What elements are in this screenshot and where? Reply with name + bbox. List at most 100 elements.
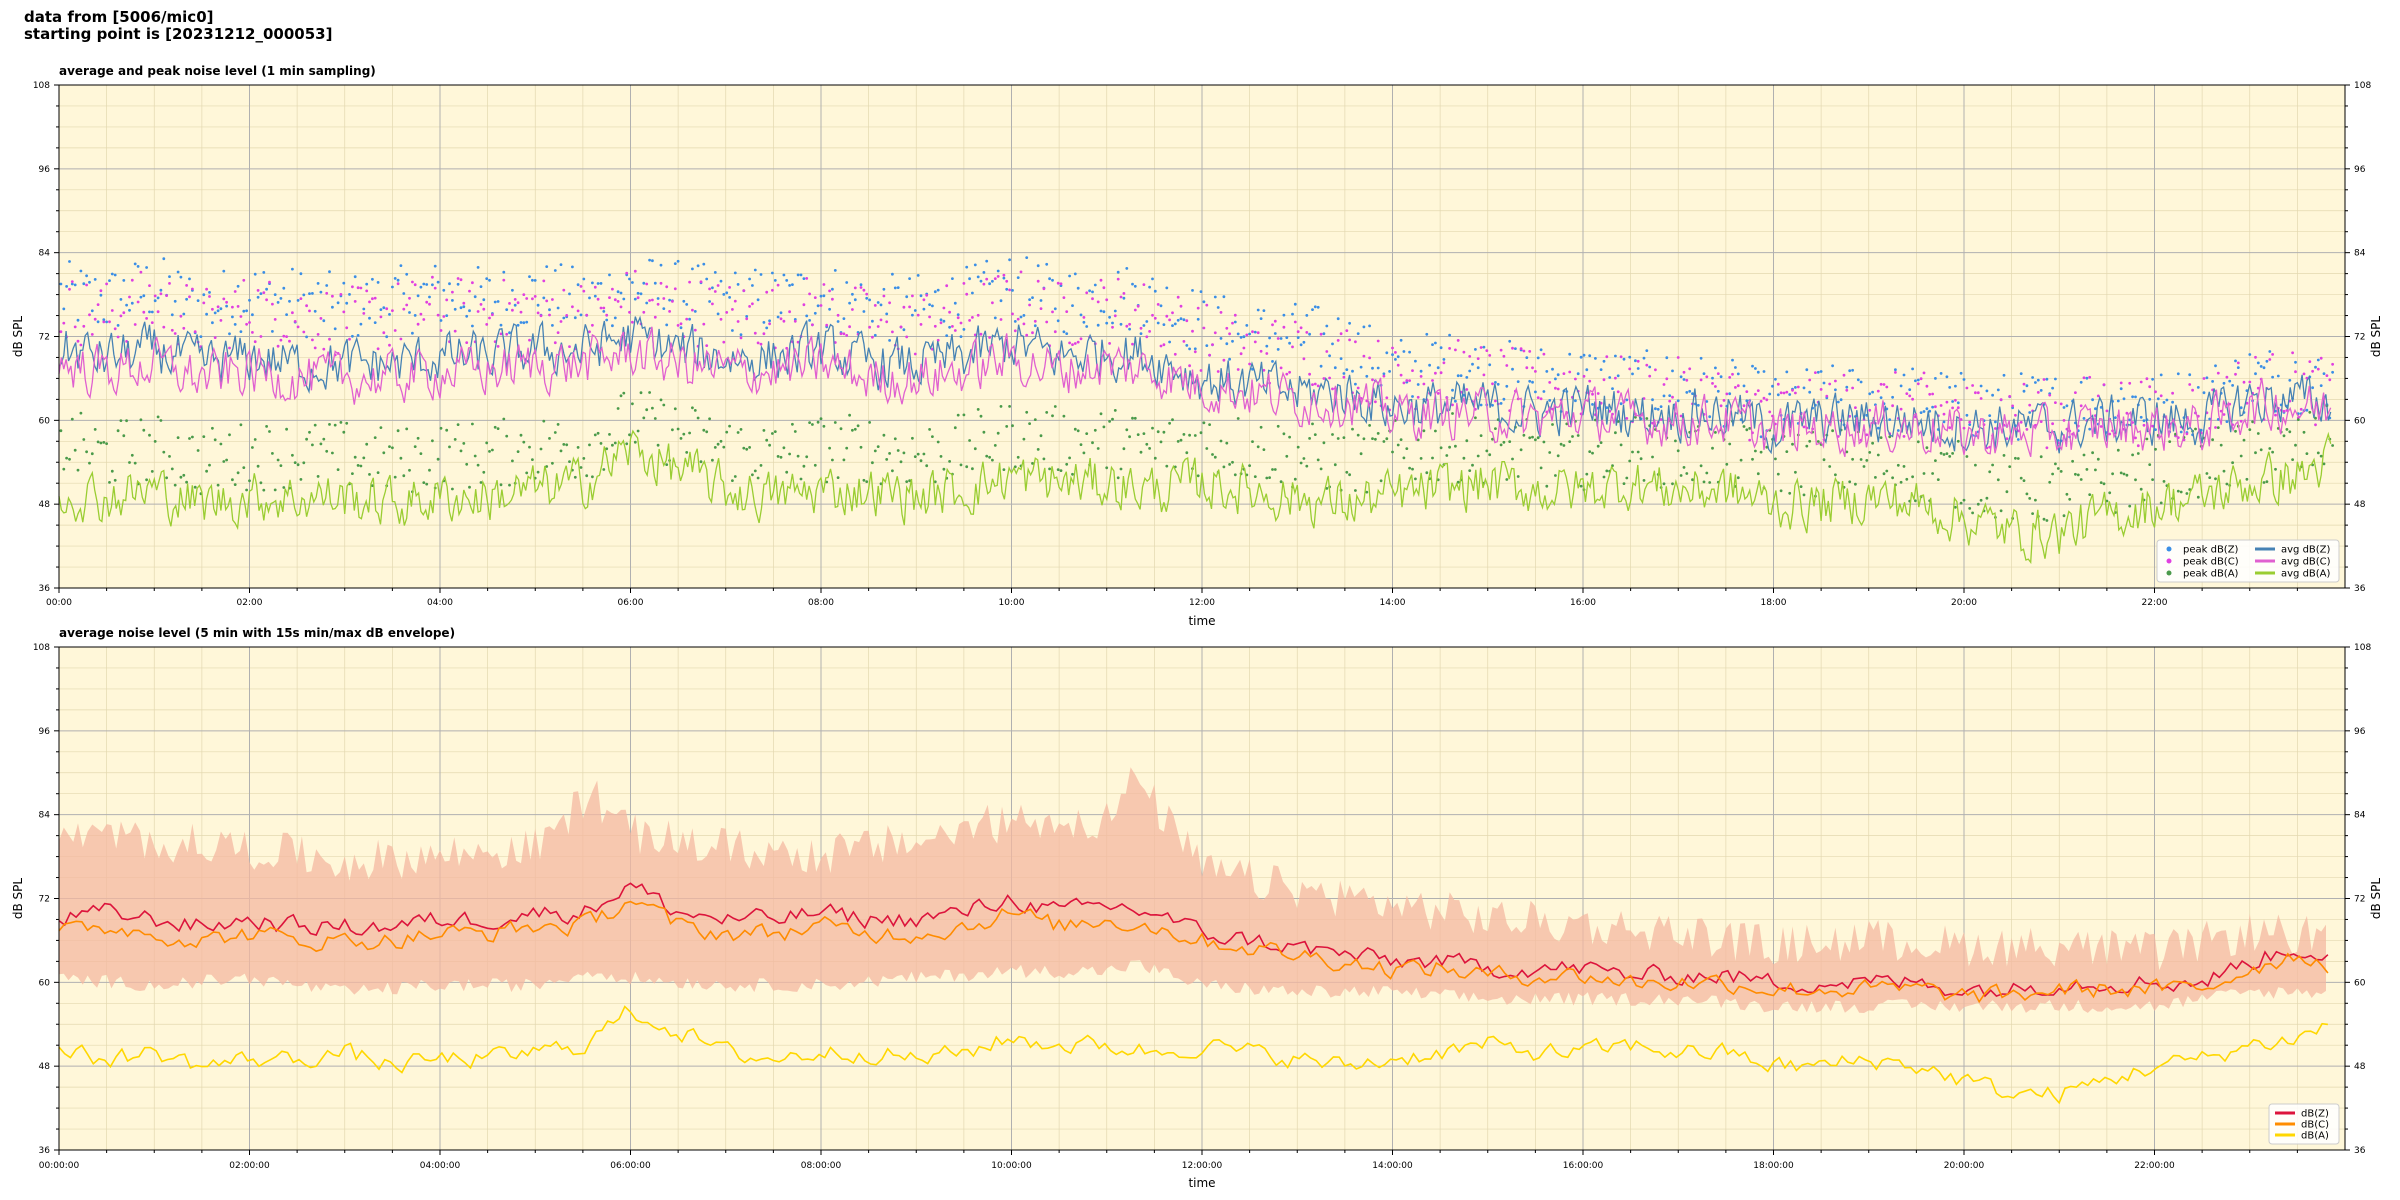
peak-point [819,294,823,298]
peak-point [676,259,680,263]
peak-point [482,298,486,302]
peak-point [536,303,540,307]
peak-point [1193,434,1197,437]
peak-point [796,454,800,458]
peak-point [942,467,946,471]
x-axis-label: time [1188,614,1215,628]
peak-point [1296,336,1300,339]
peak-point [282,486,286,489]
peak-point [1302,457,1306,460]
peak-point [1293,477,1297,481]
peak-point [159,292,163,296]
peak-point [1113,314,1117,318]
peak-point [505,434,509,438]
peak-point [2216,371,2220,375]
peak-point [365,442,369,446]
peak-point [1128,327,1131,331]
peak-point [628,277,631,281]
x-tick-label: 12:00 [1189,598,1215,608]
peak-point [1679,474,1683,477]
peak-point [1979,498,1983,502]
peak-point [636,291,640,295]
peak-point [1736,476,1740,480]
peak-point [1985,496,1989,500]
peak-point [1894,368,1897,372]
peak-point [1942,412,1946,416]
peak-point [628,310,631,314]
peak-point [762,429,766,432]
peak-point [2265,359,2269,363]
peak-point [1399,373,1403,377]
peak-point [130,278,134,282]
peak-point [853,286,857,290]
peak-point [2148,463,2152,466]
peak-point [1925,407,1929,411]
peak-point [362,312,366,315]
peak-point [1485,449,1489,453]
peak-point [1505,364,1509,367]
peak-point [142,428,146,432]
peak-point [588,296,591,300]
peak-point [533,279,537,282]
peak-point [2225,420,2229,423]
peak-point [719,317,723,321]
peak-point [1582,374,1586,378]
peak-point [1179,438,1183,442]
peak-point [65,456,68,460]
peak-point [1948,426,1952,430]
peak-point [1728,442,1732,446]
peak-point [1845,450,1849,454]
peak-point [548,437,551,440]
peak-point [1085,291,1089,295]
peak-point [2294,360,2297,364]
peak-point [976,408,980,411]
series-line-db-a- [58,1005,2328,1105]
peak-point [445,314,449,317]
peak-point [1668,394,1672,397]
peak-point [2062,419,2066,422]
peak-point [1419,369,1423,373]
peak-point [1499,402,1503,405]
peak-point [839,427,843,431]
peak-point [1748,438,1752,442]
peak-point [1822,381,1826,385]
peak-point [2254,451,2257,455]
peak-point [536,470,540,474]
peak-point [1002,273,1006,277]
x-tick-label: 02:00 [237,598,263,608]
peak-point [1299,343,1303,347]
peak-point [1239,352,1243,356]
peak-point [1105,298,1109,302]
peak-point [2008,395,2012,398]
peak-point [1322,332,1326,336]
peak-point [1679,375,1683,379]
peak-point [2331,444,2335,447]
peak-point [1988,470,1992,474]
peak-point [1185,344,1189,347]
peak-point [471,422,474,426]
peak-point [1439,446,1443,450]
peak-point [459,306,463,310]
peak-point [2128,504,2132,508]
peak-point [1282,313,1286,317]
peak-point [268,430,271,433]
peak-point [545,465,549,468]
peak-point [1625,476,1629,480]
peak-point [1111,321,1114,325]
peak-point [885,312,889,316]
peak-point [2234,372,2237,376]
peak-point [1702,372,1706,375]
peak-point [659,263,663,267]
peak-point [951,325,954,328]
peak-point [90,309,94,313]
peak-point [259,335,263,338]
peak-point [1794,391,1797,395]
peak-point [331,305,334,309]
peak-point [1914,499,1917,503]
peak-point [496,345,500,348]
peak-point [2159,501,2163,505]
peak-point [791,422,794,426]
x-tick-label: 16:00:00 [1563,1161,1604,1171]
peak-point [439,319,443,322]
peak-point [299,272,303,276]
